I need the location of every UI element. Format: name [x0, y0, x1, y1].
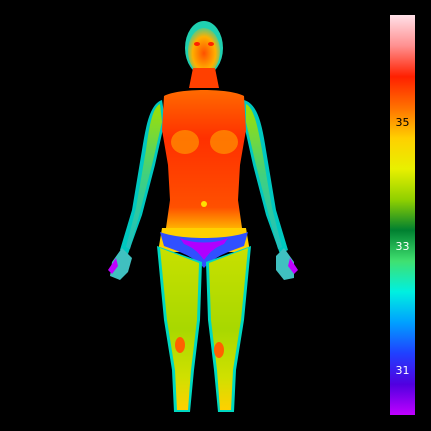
scale-label-33: 33: [395, 240, 410, 253]
temperature-scale-bar: [390, 15, 415, 415]
scale-label-31: 31: [395, 364, 410, 377]
neck: [189, 68, 219, 88]
left-breast: [171, 130, 199, 154]
navel: [201, 201, 207, 207]
scale-label-35: 35: [395, 116, 410, 129]
torso: [162, 90, 246, 228]
right-leg: [206, 246, 251, 412]
head: [185, 21, 223, 75]
right-arm: [243, 100, 298, 280]
left-leg: [157, 246, 202, 412]
left-arm: [108, 100, 165, 280]
right-breast: [210, 130, 238, 154]
